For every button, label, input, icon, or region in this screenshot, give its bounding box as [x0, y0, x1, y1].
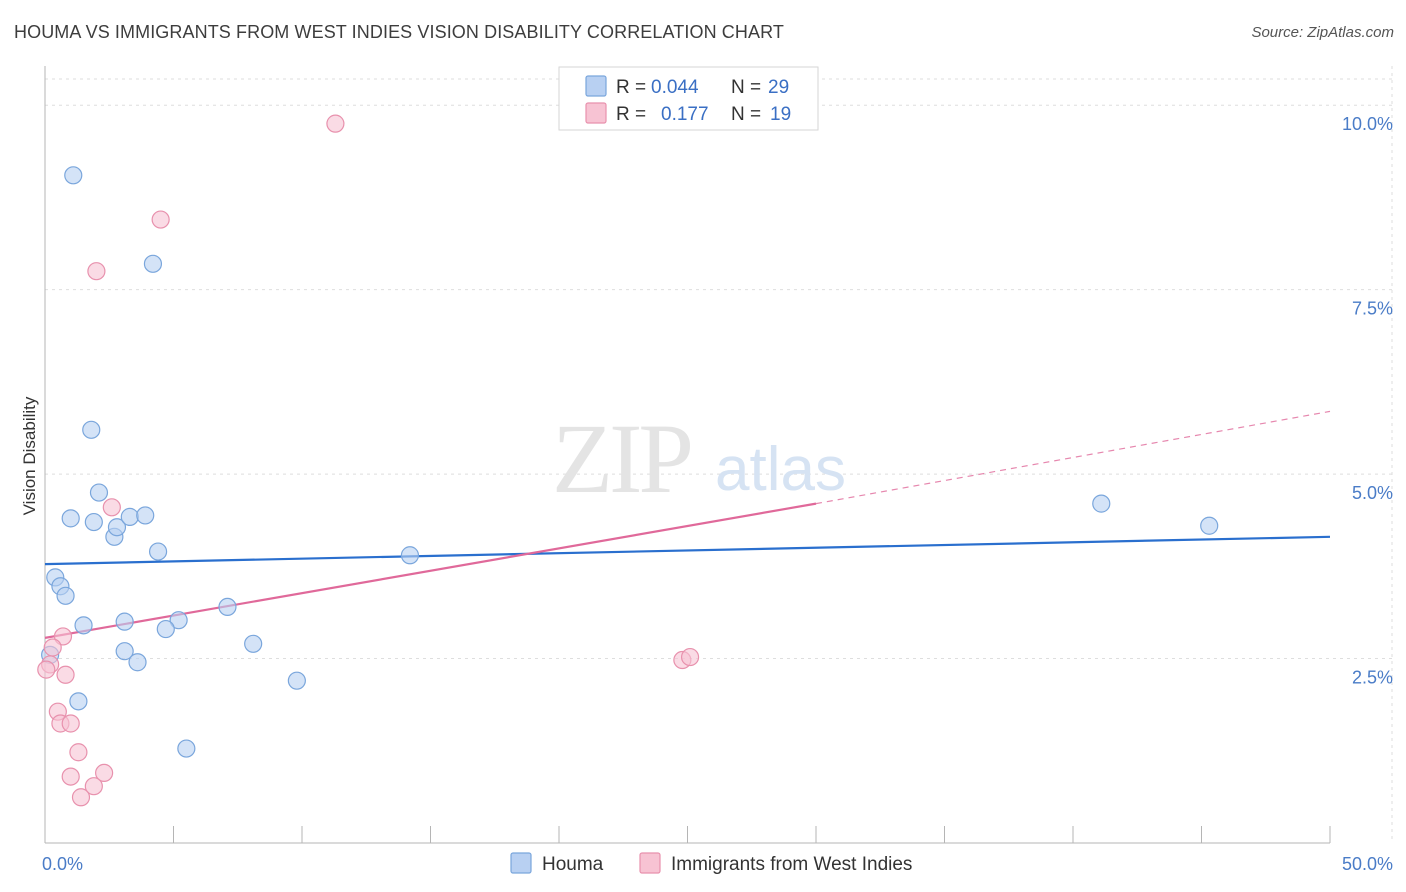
- point-houma-1: [143, 254, 163, 273]
- y-tick-label-0: 2.5%: [1352, 668, 1393, 688]
- legend-r-label-houma: R =: [616, 77, 646, 98]
- bottom-legend-wi-label: Immigrants from West Indies: [671, 854, 912, 875]
- point-wi-0: [326, 114, 345, 133]
- point-wi-4: [53, 627, 73, 646]
- chart-title: HOUMA VS IMMIGRANTS FROM WEST INDIES VIS…: [14, 22, 784, 42]
- point-houma-16: [74, 616, 93, 635]
- bottom-legend-wi-swatch: [639, 852, 661, 874]
- y-tick-label-1: 5.0%: [1352, 483, 1393, 503]
- point-wi-2: [87, 262, 106, 281]
- point-houma-19: [156, 619, 175, 639]
- point-houma-5: [84, 512, 103, 532]
- point-wi-12: [61, 767, 80, 786]
- point-wi-7: [56, 665, 75, 684]
- bottom-legend-houma-swatch: [510, 852, 532, 874]
- point-houma-0: [64, 166, 83, 185]
- legend-n-value-houma: 29: [768, 77, 789, 98]
- point-wi-5: [43, 638, 62, 657]
- point-wi-3: [102, 498, 121, 517]
- point-wi-17: [680, 647, 700, 667]
- point-wi-18: [37, 660, 56, 679]
- watermark-atlas: atlas: [715, 435, 846, 504]
- x-tick-label-min: 0.0%: [42, 854, 83, 874]
- point-houma-4: [61, 509, 80, 528]
- x-tick-labels: 0.0% 50.0%: [42, 854, 1393, 874]
- point-houma-24: [287, 671, 306, 690]
- point-houma-26: [177, 739, 196, 758]
- legend-wi-swatch: [585, 102, 607, 124]
- point-houma-28: [1200, 516, 1219, 535]
- watermark: ZIP atlas: [552, 403, 846, 514]
- trend-line-houma: [44, 535, 1331, 566]
- point-houma-14: [56, 586, 75, 605]
- legend-houma-swatch: [585, 75, 607, 97]
- series-legend: Houma Immigrants from West Indies: [510, 852, 912, 875]
- data-points: [37, 114, 1219, 807]
- legend-n-label-houma: N =: [731, 77, 761, 98]
- legend-r-label-wi: R =: [616, 104, 646, 125]
- legend-r-value-houma: 0.044: [651, 77, 699, 98]
- axes: [44, 66, 1331, 844]
- point-wi-14: [84, 777, 103, 796]
- point-houma-8: [120, 507, 139, 526]
- point-houma-25: [69, 692, 88, 711]
- point-houma-20: [115, 642, 134, 661]
- correlation-legend: R = 0.044 N = 29 R = 0.177 N = 19: [558, 66, 819, 131]
- point-houma-17: [115, 612, 134, 631]
- trend-line-wi-extension: [815, 410, 1331, 505]
- point-houma-18: [169, 611, 188, 630]
- y-tick-label-3: 10.0%: [1342, 114, 1393, 134]
- point-houma-7: [107, 518, 127, 537]
- legend-n-value-wi: 19: [770, 104, 791, 125]
- point-houma-22: [128, 653, 147, 672]
- legend-n-label-wi: N =: [731, 104, 761, 125]
- point-houma-11: [400, 546, 420, 565]
- watermark-zip: ZIP: [552, 403, 690, 514]
- x-tick-label-max: 50.0%: [1342, 854, 1393, 874]
- y-axis-label: Vision Disability: [20, 396, 39, 515]
- point-wi-11: [69, 743, 88, 762]
- point-wi-15: [71, 788, 91, 807]
- bottom-legend-houma-label: Houma: [542, 854, 604, 875]
- point-houma-15: [218, 597, 237, 617]
- point-wi-1: [151, 210, 170, 229]
- point-wi-13: [95, 763, 114, 783]
- y-tick-label-2: 7.5%: [1352, 299, 1393, 319]
- y-tick-labels: 2.5% 5.0% 7.5% 10.0%: [1342, 114, 1393, 687]
- point-houma-9: [136, 506, 155, 525]
- point-houma-2: [82, 420, 101, 439]
- point-houma-10: [148, 542, 168, 561]
- point-wi-10: [61, 714, 80, 733]
- legend-r-value-wi: 0.177: [661, 104, 709, 125]
- point-houma-21: [244, 634, 263, 653]
- trend-line-wi: [44, 502, 817, 639]
- source-label: Source: ZipAtlas.com: [1251, 24, 1394, 41]
- point-houma-27: [1092, 494, 1111, 513]
- point-houma-3: [89, 483, 109, 502]
